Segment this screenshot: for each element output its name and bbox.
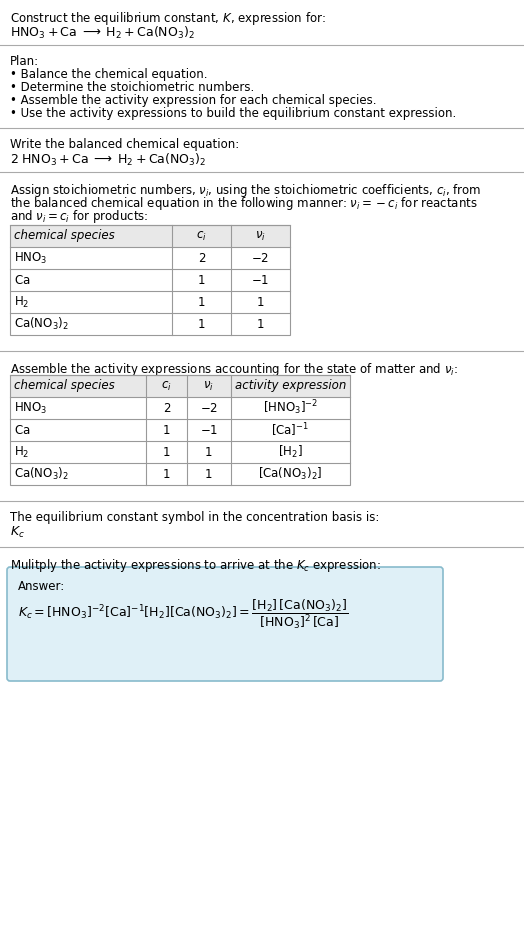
Text: • Determine the stoichiometric numbers.: • Determine the stoichiometric numbers. [10,81,254,94]
FancyBboxPatch shape [7,567,443,681]
Text: $\nu_i$: $\nu_i$ [203,379,214,393]
Bar [10,375,350,397]
Text: $\mathrm{Ca(NO_3)_2}$: $\mathrm{Ca(NO_3)_2}$ [14,466,69,482]
Bar [10,375,350,485]
Text: $[\mathrm{HNO_3}]^{-2}$: $[\mathrm{HNO_3}]^{-2}$ [263,398,318,417]
Text: $\mathrm{HNO_3}$: $\mathrm{HNO_3}$ [14,400,48,416]
Text: • Assemble the activity expression for each chemical species.: • Assemble the activity expression for e… [10,94,377,107]
Text: 1: 1 [162,445,170,458]
Text: The equilibrium constant symbol in the concentration basis is:: The equilibrium constant symbol in the c… [10,511,379,524]
Text: chemical species: chemical species [14,379,115,393]
Text: $\mathrm{Ca(NO_3)_2}$: $\mathrm{Ca(NO_3)_2}$ [14,316,69,332]
Text: $-2$: $-2$ [200,401,218,415]
Text: 1: 1 [198,296,205,308]
Text: $[\mathrm{Ca(NO_3)_2}]$: $[\mathrm{Ca(NO_3)_2}]$ [258,466,323,482]
Text: $-2$: $-2$ [252,251,270,264]
Text: $\mathrm{HNO_3 + Ca} \;\longrightarrow\; \mathrm{H_2 + Ca(NO_3)_2}$: $\mathrm{HNO_3 + Ca} \;\longrightarrow\;… [10,25,195,41]
Text: $K_c$: $K_c$ [10,525,25,540]
Text: 1: 1 [162,423,170,437]
Text: $\mathrm{HNO_3}$: $\mathrm{HNO_3}$ [14,250,48,265]
Text: chemical species: chemical species [14,229,115,243]
Text: 1: 1 [198,318,205,331]
Bar [10,225,290,247]
Text: 1: 1 [205,445,213,458]
Text: Plan:: Plan: [10,55,39,68]
Text: $-1$: $-1$ [252,274,270,286]
Text: 2: 2 [198,251,205,264]
Text: 2: 2 [162,401,170,415]
Bar [10,375,350,485]
Text: $-1$: $-1$ [200,423,218,437]
Text: Construct the equilibrium constant, $K$, expression for:: Construct the equilibrium constant, $K$,… [10,10,326,27]
Text: $[\mathrm{Ca}]^{-1}$: $[\mathrm{Ca}]^{-1}$ [271,421,310,438]
Text: 1: 1 [198,274,205,286]
Text: 1: 1 [257,318,264,331]
Text: 1: 1 [205,468,213,480]
Text: Mulitply the activity expressions to arrive at the $K_c$ expression:: Mulitply the activity expressions to arr… [10,557,381,574]
Bar [10,225,290,335]
Text: Write the balanced chemical equation:: Write the balanced chemical equation: [10,138,239,151]
Text: $\mathrm{Ca}$: $\mathrm{Ca}$ [14,423,30,437]
Text: $\mathrm{2\; HNO_3 + Ca} \;\longrightarrow\; \mathrm{H_2 + Ca(NO_3)_2}$: $\mathrm{2\; HNO_3 + Ca} \;\longrightarr… [10,152,206,168]
Text: Answer:: Answer: [18,580,66,593]
Text: Assemble the activity expressions accounting for the state of matter and $\nu_i$: Assemble the activity expressions accoun… [10,361,458,378]
Text: the balanced chemical equation in the following manner: $\nu_i = -c_i$ for react: the balanced chemical equation in the fo… [10,195,478,212]
Text: $[\mathrm{H_2}]$: $[\mathrm{H_2}]$ [278,444,303,460]
Text: 1: 1 [162,468,170,480]
Text: activity expression: activity expression [235,379,346,393]
Bar [10,225,290,335]
Text: $\mathrm{H_2}$: $\mathrm{H_2}$ [14,295,29,309]
Text: Assign stoichiometric numbers, $\nu_i$, using the stoichiometric coefficients, $: Assign stoichiometric numbers, $\nu_i$, … [10,182,481,199]
Text: $\mathrm{H_2}$: $\mathrm{H_2}$ [14,444,29,459]
Text: $c_i$: $c_i$ [161,379,172,393]
Text: • Balance the chemical equation.: • Balance the chemical equation. [10,68,208,81]
Text: 1: 1 [257,296,264,308]
Text: $K_c = [\mathrm{HNO_3}]^{-2}[\mathrm{Ca}]^{-1}[\mathrm{H_2}][\mathrm{Ca(NO_3)_2}: $K_c = [\mathrm{HNO_3}]^{-2}[\mathrm{Ca}… [18,598,348,631]
Text: and $\nu_i = c_i$ for products:: and $\nu_i = c_i$ for products: [10,208,148,225]
Text: $c_i$: $c_i$ [196,229,207,243]
Text: $\mathrm{Ca}$: $\mathrm{Ca}$ [14,274,30,286]
Text: • Use the activity expressions to build the equilibrium constant expression.: • Use the activity expressions to build … [10,107,456,120]
Text: $\nu_i$: $\nu_i$ [255,229,266,243]
